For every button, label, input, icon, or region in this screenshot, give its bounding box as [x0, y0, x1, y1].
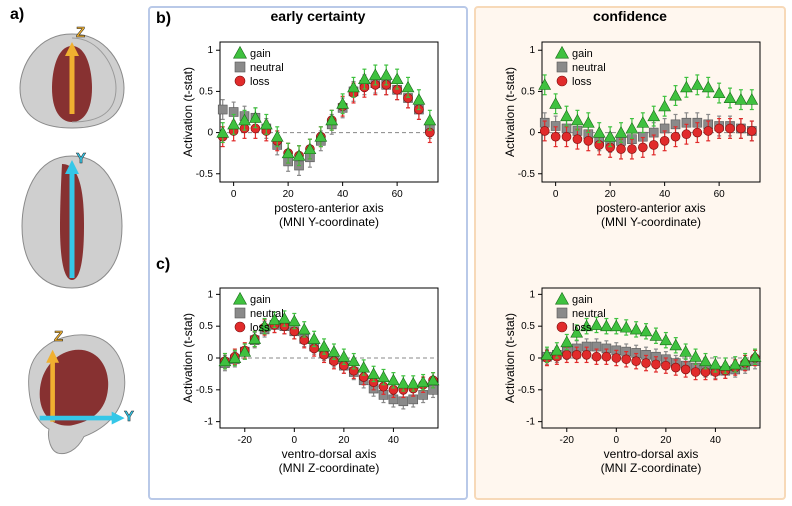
svg-text:1: 1 [529, 289, 535, 300]
svg-text:0.5: 0.5 [521, 321, 535, 332]
svg-text:loss: loss [250, 322, 270, 334]
brain-axial [12, 150, 132, 295]
svg-text:gain: gain [572, 48, 593, 60]
svg-text:(MNI Z-coordinate): (MNI Z-coordinate) [279, 461, 380, 475]
svg-text:20: 20 [338, 435, 350, 446]
brain-coronal [12, 26, 132, 136]
svg-text:loss: loss [572, 76, 592, 88]
svg-text:neutral: neutral [572, 62, 606, 74]
svg-text:20: 20 [283, 189, 295, 200]
svg-text:40: 40 [659, 189, 671, 200]
svg-text:0: 0 [207, 353, 213, 364]
chart-b-conf: -0.5 0 0.5 1 0 20 40 60 Activation (t-stat) poste… [500, 30, 770, 230]
chart-b-early: -0.5 0 0.5 1 0 20 40 60 Activation (t-stat) poste… [178, 30, 448, 230]
svg-text:20: 20 [660, 435, 672, 446]
svg-text:-0.5: -0.5 [196, 385, 214, 396]
svg-text:(MNI Z-coordinate): (MNI Z-coordinate) [601, 461, 702, 475]
svg-text:1: 1 [207, 45, 213, 56]
z-label-1: Z [76, 24, 85, 41]
svg-text:40: 40 [388, 435, 400, 446]
svg-text:gain: gain [250, 294, 271, 306]
z-label-2: Z [54, 328, 63, 345]
svg-text:neutral: neutral [250, 308, 284, 320]
svg-text:Activation (t-stat): Activation (t-stat) [503, 313, 517, 403]
svg-text:60: 60 [392, 189, 404, 200]
svg-text:0: 0 [207, 128, 213, 139]
svg-text:postero-anterior axis: postero-anterior axis [274, 201, 383, 215]
svg-text:40: 40 [337, 189, 349, 200]
svg-text:Activation (t-stat): Activation (t-stat) [181, 67, 195, 157]
y-label-2: Y [124, 408, 134, 425]
svg-text:(MNI Y-coordinate): (MNI Y-coordinate) [279, 215, 379, 229]
title-early: early certainty [248, 8, 388, 24]
svg-text:(MNI Y-coordinate): (MNI Y-coordinate) [601, 215, 701, 229]
svg-text:ventro-dorsal axis: ventro-dorsal axis [604, 447, 699, 461]
brain-sagittal [12, 320, 132, 470]
label-b: b) [156, 10, 171, 28]
svg-text:gain: gain [572, 294, 593, 306]
svg-text:0.5: 0.5 [199, 321, 213, 332]
chart-c-conf: -1 -0.5 0 0.5 1 -20 0 20 40 Activation (t-stat) ve… [500, 276, 770, 476]
svg-text:-20: -20 [560, 435, 575, 446]
y-label-1: Y [76, 150, 86, 167]
svg-text:-0.5: -0.5 [518, 385, 536, 396]
svg-text:0: 0 [553, 189, 559, 200]
svg-text:20: 20 [605, 189, 617, 200]
svg-text:-1: -1 [526, 417, 535, 428]
svg-text:0: 0 [231, 189, 237, 200]
svg-text:0: 0 [529, 353, 535, 364]
svg-text:60: 60 [714, 189, 726, 200]
svg-text:ventro-dorsal axis: ventro-dorsal axis [282, 447, 377, 461]
svg-text:Activation (t-stat): Activation (t-stat) [503, 67, 517, 157]
svg-text:postero-anterior axis: postero-anterior axis [596, 201, 705, 215]
svg-text:neutral: neutral [250, 62, 284, 74]
svg-text:0.5: 0.5 [521, 86, 535, 97]
brain-panel: Z Y Z Y [6, 10, 138, 490]
svg-text:-0.5: -0.5 [196, 169, 214, 180]
svg-text:-20: -20 [238, 435, 253, 446]
svg-text:neutral: neutral [572, 308, 606, 320]
svg-text:loss: loss [572, 322, 592, 334]
svg-text:-0.5: -0.5 [518, 169, 536, 180]
svg-text:0: 0 [529, 128, 535, 139]
svg-text:0: 0 [292, 435, 298, 446]
chart-c-early: -1 -0.5 0 0.5 1 -20 0 20 40 Activation (t-stat) ve… [178, 276, 448, 476]
svg-text:0.5: 0.5 [199, 86, 213, 97]
svg-text:1: 1 [207, 289, 213, 300]
svg-text:gain: gain [250, 48, 271, 60]
svg-text:1: 1 [529, 45, 535, 56]
title-conf: confidence [560, 8, 700, 24]
label-c: c) [156, 256, 170, 274]
svg-text:Activation (t-stat): Activation (t-stat) [181, 313, 195, 403]
svg-text:0: 0 [614, 435, 620, 446]
svg-text:40: 40 [710, 435, 722, 446]
svg-text:loss: loss [250, 76, 270, 88]
svg-text:-1: -1 [204, 417, 213, 428]
